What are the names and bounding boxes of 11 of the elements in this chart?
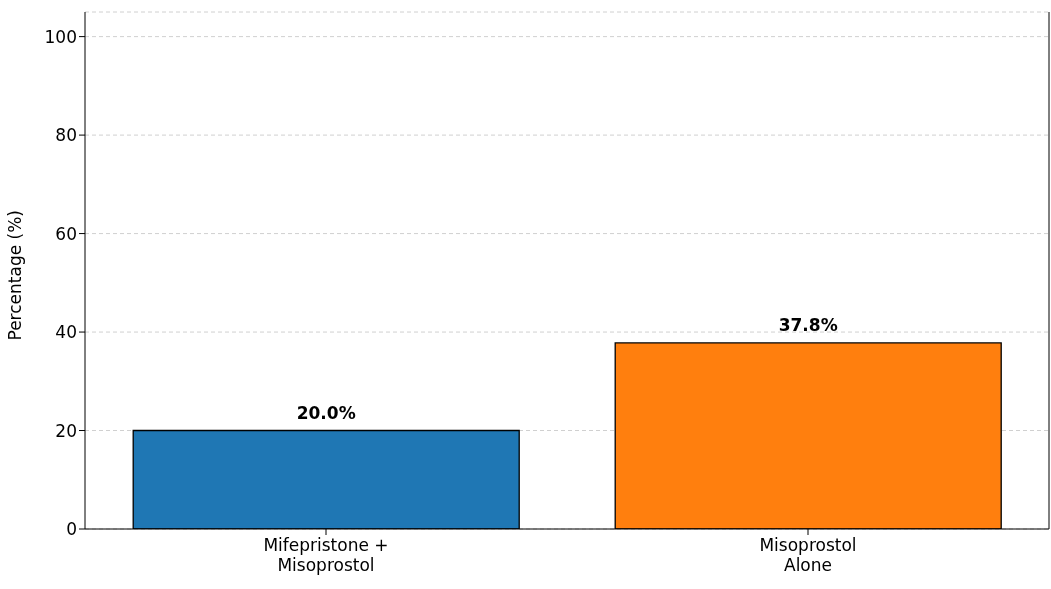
y-axis-title: Percentage (%) [5, 210, 26, 341]
x-tick-label: Mifepristone + Misoprostol [263, 535, 389, 575]
x-tick-label: Misoprostol Alone [759, 535, 857, 575]
y-tick-label: 0 [66, 519, 77, 540]
y-tick-label: 100 [44, 26, 77, 47]
data-label: 20.0% [296, 402, 356, 423]
y-tick-label: 80 [55, 125, 77, 146]
y-tick-label: 40 [55, 322, 77, 343]
y-tick-label: 60 [55, 223, 77, 244]
data-label: 37.8% [778, 314, 838, 335]
y-tick-label: 20 [55, 420, 77, 441]
